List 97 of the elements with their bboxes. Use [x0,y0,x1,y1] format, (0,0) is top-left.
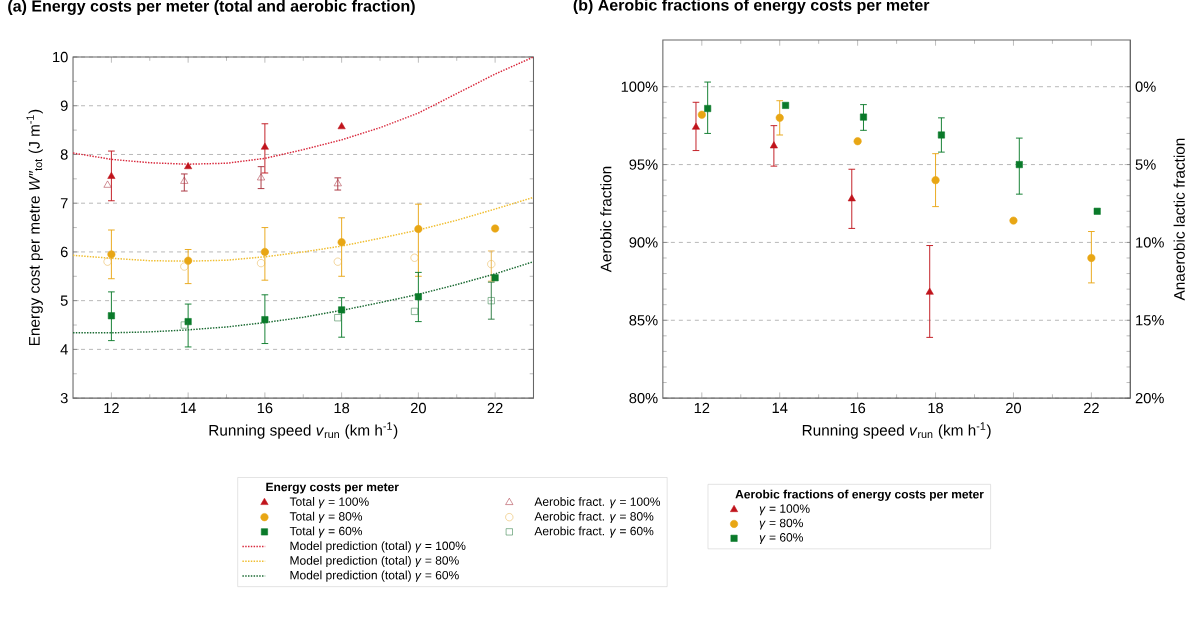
x-tick-label: 16 [257,402,273,414]
chart-title: (a) Energy costs per meter (total and aerobic fraction) [8,0,415,16]
x-tick-label: 14 [772,402,788,413]
y-tick-label: 6 [60,246,68,258]
legend-label: γ = 60% [759,533,803,545]
x-tick-label: 20 [1006,402,1022,414]
point [107,250,116,259]
point [491,224,500,233]
point [775,113,784,122]
point [180,262,189,271]
point [860,113,867,121]
point [925,287,934,295]
legend-label: Model prediction (total) γ = 100% [290,541,466,553]
legend-label: Total γ = 60% [289,526,363,538]
point [1093,207,1101,215]
line-series [73,196,534,263]
y-tick-label: 7 [60,198,68,209]
legend-label: Aerobic fract. γ = 80% [534,511,654,524]
y-axis-title: Aerobic fraction [600,166,612,273]
point [1087,254,1096,263]
point [334,314,342,322]
y2-tick-label: 20% [1135,393,1164,404]
y2-tick-label: 5% [1135,159,1156,170]
y2-tick-label: 15% [1136,315,1164,326]
x-axis-title: Running speed v$_{run}$ (km h$^{-1}$) [802,422,991,439]
point [931,176,940,185]
y-tick-label: 4 [60,344,68,355]
point [692,122,700,130]
y-tick-label: 10 [53,51,68,63]
legend-label: Aerobic fract. γ = 100% [534,497,661,509]
x-tick-label: 22 [487,402,503,414]
legend-label: Aerobic fract. γ = 60% [534,526,654,538]
x-tick-label: 18 [334,402,350,414]
point [782,102,790,109]
y-tick-label: 5 [60,295,68,306]
y2-tick-label: 0% [1135,81,1156,92]
point [338,306,346,314]
y-tick-label: 9 [60,100,68,112]
point [103,257,112,266]
point [697,110,706,119]
point [704,105,712,113]
point [1015,161,1023,169]
y-tick-label: 3 [60,393,68,404]
point [491,274,499,282]
legend-label: γ = 80% [759,518,803,530]
y-tick-label: 90% [629,237,658,248]
x-tick-label: 18 [928,402,944,414]
y2-axis-title: Anaerobic lactic fraction [1173,138,1185,301]
x-tick-label: 20 [410,402,426,414]
x-tick-label: 12 [104,402,119,414]
line-series [73,261,534,334]
point [847,194,856,202]
legend-title: Energy costs per meter [266,482,399,494]
legend-label: Total γ = 100% [289,497,369,509]
point [414,293,422,301]
point [180,321,188,329]
point [1009,216,1018,225]
y-axis-title: Energy cost per metre W″$_{tot}$ (J m$^{-1}$) [26,109,43,346]
point [853,137,862,146]
y-tick-label: 8 [60,149,68,160]
y-tick-label: 80% [629,393,658,404]
point [333,257,342,266]
y-tick-label: 100% [621,81,658,92]
point [487,260,496,269]
legend-title: Aerobic fractions of energy costs per meter [735,489,984,501]
x-tick-label: 12 [694,402,710,414]
point [337,122,346,130]
point [333,179,342,187]
point [414,225,423,234]
point [257,173,266,181]
point [180,176,189,184]
point [260,248,269,257]
point [337,238,346,247]
x-axis-title: Running speed v$_{run}$ (km h$^{-1}$) [209,422,398,439]
point [769,141,778,149]
point [184,256,193,265]
point [410,253,419,262]
point [261,316,269,324]
point [257,259,266,268]
point [260,142,269,150]
y-tick-label: 95% [629,159,658,170]
point [107,171,116,179]
legend-label: Model prediction (total) γ = 80% [290,555,459,568]
y-tick-label: 85% [629,315,658,326]
point [411,307,419,315]
point [184,162,193,170]
x-tick-label: 16 [850,402,866,414]
x-tick-label: 22 [1083,402,1099,414]
point [937,131,945,139]
legend-label: Total γ = 80% [289,511,363,524]
x-tick-label: 14 [181,402,196,413]
y2-tick-label: 10% [1136,237,1164,248]
point [103,180,112,188]
legend-label: Model prediction (total) γ = 60% [290,570,459,582]
point [107,312,115,320]
legend-label: γ = 100% [759,504,810,516]
point [487,297,495,305]
